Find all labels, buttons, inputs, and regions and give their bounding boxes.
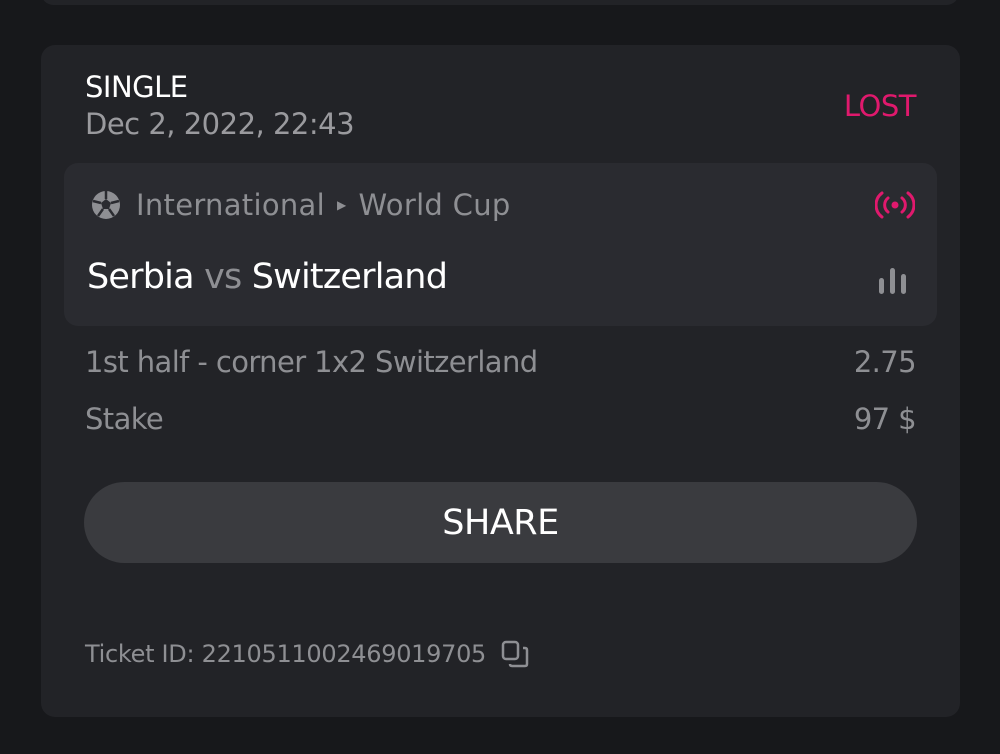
selection-row: 1st half - corner 1x2 Switzerland 2.75 [85,345,917,379]
odds-value: 2.75 [853,345,917,379]
share-button[interactable]: SHARE [84,482,917,563]
bet-date: Dec 2, 2022, 22:43 [85,107,355,141]
vs-label: vs [204,257,242,297]
soccer-ball-icon [92,191,120,219]
home-team: Serbia [87,257,195,297]
copy-icon[interactable] [500,639,530,669]
event-card[interactable]: International ▶ World Cup Serbia vs Swit… [64,163,937,326]
live-broadcast-icon [875,191,915,219]
bet-card: SINGLE Dec 2, 2022, 22:43 LOST Internati… [41,45,960,717]
category-label: International [136,188,325,222]
breadcrumb: International ▶ World Cup [90,188,511,222]
bet-type: SINGLE [85,70,188,104]
chevron-right-icon: ▶ [337,198,347,212]
league-label: World Cup [358,188,511,222]
match-title: Serbia vs Switzerland [87,257,448,297]
stake-row: Stake 97 $ [85,402,917,436]
bar-chart-icon[interactable] [877,268,909,294]
previous-bet-card [41,0,959,5]
selection-label: 1st half - corner 1x2 Switzerland [85,345,538,379]
status-badge: LOST [843,89,917,123]
stake-value: 97 $ [853,402,917,436]
ticket-id: Ticket ID: 2210511002469019705 [85,639,530,669]
stake-label: Stake [85,402,164,436]
ticket-id-label: Ticket ID: 2210511002469019705 [85,640,487,668]
away-team: Switzerland [251,257,448,297]
